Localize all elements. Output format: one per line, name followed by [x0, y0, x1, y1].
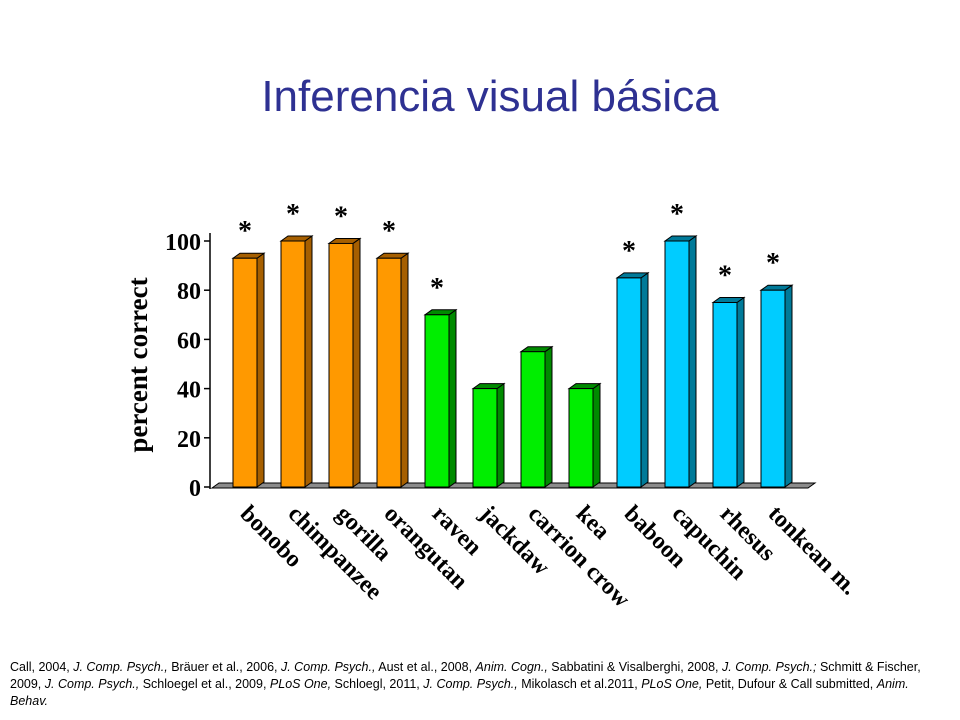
y-tick-label: 0: [189, 476, 201, 502]
reference-authors: Sabbatini & Visalberghi, 2008,: [547, 660, 723, 674]
significance-marker: *: [718, 261, 732, 292]
reference-journal: PLoS One,: [641, 677, 703, 691]
significance-marker: *: [766, 248, 780, 279]
reference-authors: Schloegel et al., 2009,: [139, 677, 270, 691]
bar-orangutan: [376, 257, 402, 488]
significance-marker: *: [238, 216, 252, 247]
reference-authors: Petit, Dufour & Call submitted,: [702, 677, 877, 691]
reference-journal: PLoS One,: [269, 677, 332, 691]
reference-journal: J. Comp. Psych.,: [423, 677, 518, 691]
bar-side: [256, 252, 265, 488]
bar-side: [496, 382, 505, 488]
bar-bonobo: [232, 257, 258, 488]
bar-chimpanzee: [280, 240, 306, 488]
references-text: Call, 2004, J. Comp. Psych., Bräuer et a…: [10, 659, 950, 710]
y-tick-label: 80: [177, 279, 201, 305]
reference-journal: J. Comp. Psych.,: [44, 677, 140, 691]
reference-journal: Anim. Behav.: [10, 677, 909, 708]
y-tick-label: 20: [177, 427, 201, 453]
bar-side: [688, 235, 697, 488]
bar-side: [544, 345, 553, 488]
reference-authors: Mikolasch et al.2011,: [517, 677, 642, 691]
significance-marker: *: [382, 216, 396, 247]
bar-side: [400, 252, 409, 488]
bar-baboon: [616, 277, 642, 488]
significance-marker: *: [334, 201, 348, 232]
bar-side: [640, 271, 649, 488]
reference-authors: Schloegl, 2011,: [331, 677, 424, 691]
significance-marker: *: [622, 236, 636, 267]
reference-journal: J. Comp. Psych.,: [73, 660, 168, 674]
y-tick-label: 60: [177, 328, 201, 354]
bar-side: [304, 235, 313, 488]
chart-floor: [210, 482, 817, 489]
reference-authors: Aust et al., 2008,: [375, 660, 476, 674]
y-axis-label: percent correct: [123, 277, 153, 452]
reference-journal: J. Comp. Psych.;: [722, 660, 817, 674]
bar-kea: [568, 388, 594, 488]
bar-side: [592, 382, 601, 488]
bar-side: [736, 296, 745, 488]
bar-raven: [424, 314, 450, 488]
reference-journal: Anim. Cogn.,: [475, 660, 548, 674]
y-tick-label: 40: [177, 378, 201, 404]
significance-marker: *: [430, 273, 444, 304]
significance-marker: *: [286, 199, 300, 230]
bar-capuchin: [664, 240, 690, 488]
bar-rhesus: [712, 302, 738, 488]
bar-jackdaw: [472, 388, 498, 488]
bar-side: [448, 308, 457, 488]
reference-authors: Schmitt & Fischer, 2009,: [10, 660, 921, 691]
bar-carrion-crow: [520, 351, 546, 488]
bar-side: [352, 237, 361, 488]
slide-title: Inferencia visual básica: [261, 72, 719, 121]
reference-authors: Bräuer et al., 2006,: [167, 660, 281, 674]
significance-marker: *: [670, 199, 684, 230]
bar-side: [784, 284, 793, 488]
bar-gorilla: [328, 242, 354, 488]
reference-journal: J. Comp. Psych.,: [280, 660, 376, 674]
y-tick-label: 100: [165, 230, 201, 256]
bar-tonkean-m-: [760, 289, 786, 488]
reference-authors: Call, 2004,: [10, 660, 74, 674]
